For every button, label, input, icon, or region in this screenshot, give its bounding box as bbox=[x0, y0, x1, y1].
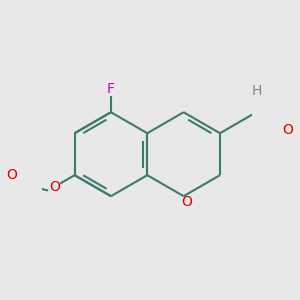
Text: F: F bbox=[107, 82, 115, 96]
Text: O: O bbox=[283, 124, 293, 137]
Text: H: H bbox=[252, 84, 262, 98]
Text: O: O bbox=[49, 180, 60, 194]
Text: O: O bbox=[181, 196, 192, 209]
Text: O: O bbox=[6, 168, 17, 182]
